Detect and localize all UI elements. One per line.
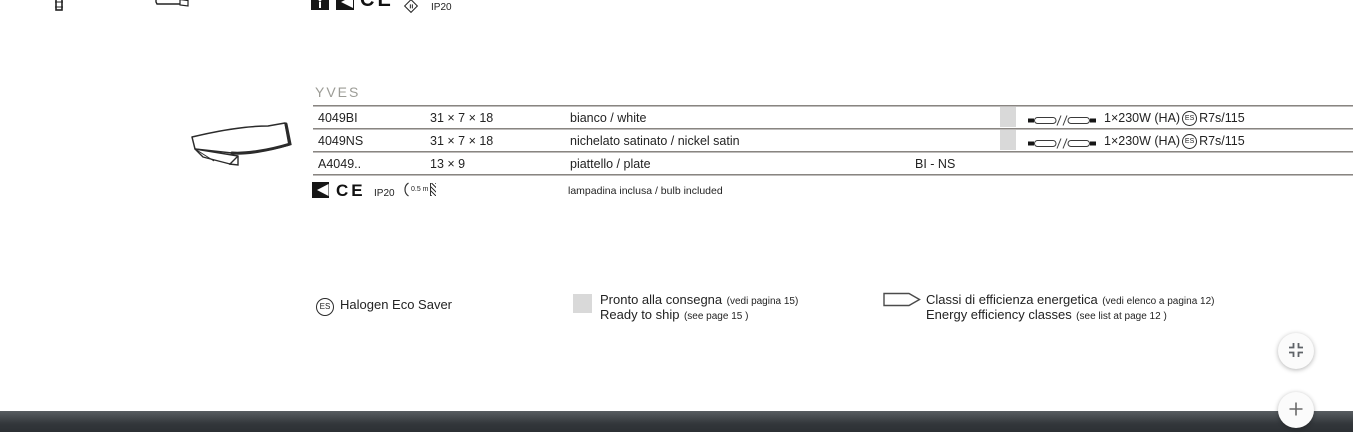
bulb-included-note: lampadina inclusa / bulb included (568, 185, 723, 197)
legend-energy-line2: Energy efficiency classes (see list at p… (926, 307, 1167, 322)
finish: nichelato satinato / nickel satin (570, 134, 740, 148)
finish: bianco / white (570, 111, 647, 125)
table-rule (313, 174, 1353, 176)
legend-es: ES (316, 296, 334, 316)
table-rule (313, 128, 1353, 130)
article-code: 4049NS (318, 134, 364, 148)
product-title: YVES (315, 84, 361, 100)
wall-hatch-glyph (429, 183, 436, 196)
min-distance-icon: 0.5 m (402, 182, 436, 197)
lamp-socket: R7s/115 (1199, 134, 1245, 148)
legend-energy-line1: Classi di efficienza energetica (vedi el… (926, 292, 1215, 307)
dimensions: 31 × 7 × 18 (430, 111, 494, 125)
ceiling-mount-icon (311, 0, 329, 15)
lamp-spec: 1×230W (HA) ES R7s/115 (1104, 131, 1245, 151)
fit-view-button[interactable] (1278, 333, 1314, 369)
plus-icon (1287, 400, 1305, 421)
eco-saver-icon: ES (1182, 110, 1198, 126)
lamp-wattage: 1×230W (HA) (1104, 111, 1181, 125)
wall-mount-icon-top (336, 0, 354, 15)
ready-to-ship-swatch (573, 294, 592, 313)
legend-ready-line1: Pronto alla consegna (vedi pagina 15) (600, 292, 799, 307)
ce-mark: CE (336, 181, 366, 200)
min-distance-value: 0.5 m (411, 186, 429, 193)
ready-to-ship-marker (1000, 130, 1016, 150)
class-ii-icon: Classe II (396, 0, 426, 14)
dimensions: 31 × 7 × 18 (430, 134, 494, 148)
legend-es-label: Halogen Eco Saver (340, 297, 453, 312)
ready-to-ship-marker (1000, 107, 1016, 127)
ip-rating-top: IP20 (431, 2, 452, 13)
lamp-socket: R7s/115 (1199, 111, 1245, 125)
cutoff-sketch-fragment-1 (54, 0, 64, 18)
viewer-bottom-bar (0, 411, 1353, 432)
ip-rating: IP20 (374, 188, 395, 199)
lamp-spec: 1×230W (HA) ES R7s/115 (1104, 108, 1245, 128)
cutoff-sketch-fragment-2 (153, 0, 191, 16)
wall-mount-icon (312, 182, 329, 203)
zoom-in-button[interactable] (1278, 392, 1314, 428)
eco-saver-icon: ES (1182, 133, 1198, 149)
energy-arrow-icon (883, 292, 921, 312)
finish-variants: BI - NS (915, 157, 956, 171)
legend-ready-line2: Ready to ship (see page 15 ) (600, 307, 749, 322)
product-sketch (182, 116, 297, 181)
lamp-wattage: 1×230W (HA) (1104, 134, 1181, 148)
linear-halogen-lamp-icon (1028, 136, 1096, 154)
dimensions: 13 × 9 (430, 157, 466, 171)
table-rule (313, 151, 1353, 153)
eco-saver-icon: ES (316, 298, 334, 316)
article-code: 4049BI (318, 111, 358, 125)
table-rule (313, 105, 1353, 107)
linear-halogen-lamp-icon (1028, 113, 1096, 131)
finish: piattello / plate (570, 157, 651, 171)
fit-view-icon (1287, 341, 1305, 362)
ce-mark-top: CE (360, 0, 394, 11)
article-code: A4049.. (318, 157, 362, 171)
